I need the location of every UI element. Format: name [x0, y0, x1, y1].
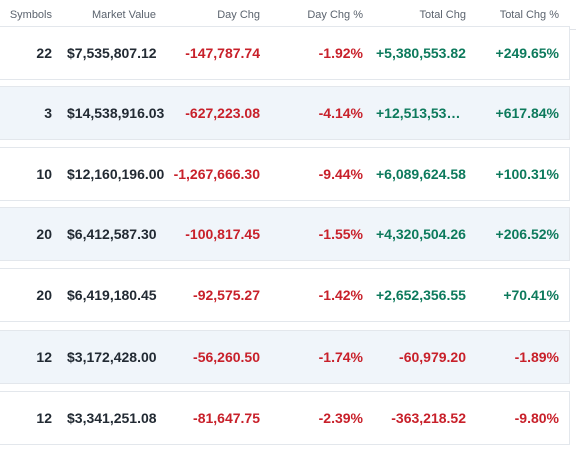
day-change: -627,223.08	[185, 105, 260, 121]
total-change-percent: +617.84%	[495, 105, 559, 121]
total-change: +4,320,504.26	[376, 226, 466, 242]
market-value: $7,535,807.12	[67, 45, 157, 61]
day-change: -56,260.50	[193, 349, 260, 365]
total-change: +6,089,624.58	[376, 166, 466, 182]
column-header-total-chg-pct[interactable]: Total Chg %	[499, 9, 559, 21]
column-header-day-chg-pct[interactable]: Day Chg %	[307, 9, 363, 21]
table-header: Symbols Market Value Day Chg Day Chg % T…	[0, 0, 576, 30]
table-row[interactable]: 20 $6,419,180.45 -92,575.27 -1.42% +2,65…	[0, 268, 570, 322]
symbols-count: 12	[36, 349, 52, 365]
symbols-count: 12	[36, 410, 52, 426]
table-row[interactable]: 20 $6,412,587.30 -100,817.45 -1.55% +4,3…	[0, 207, 570, 261]
symbols-count: 10	[36, 166, 52, 182]
symbols-count: 20	[36, 287, 52, 303]
day-change-percent: -4.14%	[318, 105, 363, 121]
day-change-percent: -2.39%	[318, 410, 363, 426]
day-change: -1,267,666.30	[173, 166, 260, 182]
total-change: -363,218.52	[391, 410, 466, 426]
total-change: +5,380,553.82	[376, 45, 466, 61]
column-header-day-chg[interactable]: Day Chg	[217, 9, 260, 21]
total-change: +12,513,538.92	[376, 105, 466, 121]
column-header-symbols[interactable]: Symbols	[9, 9, 52, 21]
market-value: $6,419,180.45	[67, 287, 157, 303]
total-change: -60,979.20	[399, 349, 466, 365]
table-row[interactable]: 12 $3,172,428.00 -56,260.50 -1.74% -60,9…	[0, 330, 570, 384]
day-change: -92,575.27	[193, 287, 260, 303]
symbols-count: 22	[36, 45, 52, 61]
total-change-percent: +70.41%	[503, 287, 559, 303]
column-header-market-value[interactable]: Market Value	[92, 9, 156, 21]
day-change: -100,817.45	[185, 226, 260, 242]
symbols-count: 20	[36, 226, 52, 242]
market-value: $3,172,428.00	[67, 349, 157, 365]
total-change-percent: -9.80%	[514, 410, 559, 426]
day-change-percent: -1.92%	[318, 45, 363, 61]
market-value: $14,538,916.03	[67, 105, 165, 121]
table-row[interactable]: 22 $7,535,807.12 -147,787.74 -1.92% +5,3…	[0, 26, 570, 80]
table-row[interactable]: 3 $14,538,916.03 -627,223.08 -4.14% +12,…	[0, 86, 570, 140]
day-change-percent: -1.74%	[318, 349, 363, 365]
day-change-percent: -9.44%	[318, 166, 363, 182]
market-value: $3,341,251.08	[67, 410, 157, 426]
table-row[interactable]: 10 $12,160,196.00 -1,267,666.30 -9.44% +…	[0, 147, 570, 201]
column-header-total-chg[interactable]: Total Chg	[419, 9, 466, 21]
total-change-percent: -1.89%	[514, 349, 559, 365]
total-change-percent: +100.31%	[495, 166, 559, 182]
market-value: $12,160,196.00	[67, 166, 165, 182]
total-change-percent: +206.52%	[495, 226, 559, 242]
total-change: +2,652,356.55	[376, 287, 466, 303]
table-row[interactable]: 12 $3,341,251.08 -81,647.75 -2.39% -363,…	[0, 391, 570, 445]
symbols-count: 3	[44, 105, 52, 121]
market-value: $6,412,587.30	[67, 226, 157, 242]
total-change-percent: +249.65%	[495, 45, 559, 61]
day-change: -147,787.74	[185, 45, 260, 61]
day-change-percent: -1.55%	[318, 226, 363, 242]
day-change-percent: -1.42%	[318, 287, 363, 303]
day-change: -81,647.75	[193, 410, 260, 426]
